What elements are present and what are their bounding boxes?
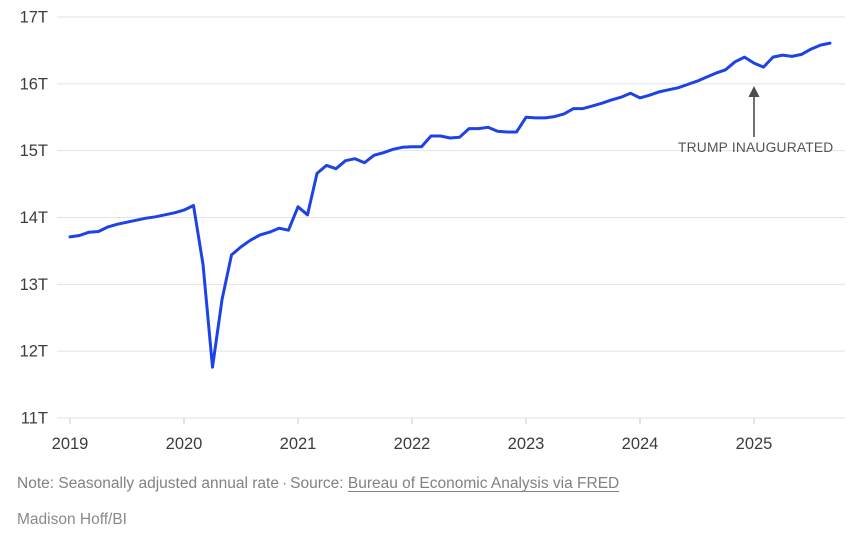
y-axis-label: 15T — [20, 142, 48, 160]
y-axis-label: 17T — [20, 9, 48, 27]
source-label: Source: — [290, 475, 344, 492]
x-axis-label: 2025 — [736, 435, 773, 453]
annotation-arrow-head — [748, 86, 760, 97]
x-axis-label: 2022 — [394, 435, 431, 453]
annotation-trump-inaugurated: TRUMP INAUGURATED — [678, 140, 834, 155]
x-axis-label: 2021 — [280, 435, 317, 453]
note-separator: · — [281, 475, 288, 492]
y-axis-label: 11T — [21, 410, 48, 428]
x-axis-label: 2023 — [508, 435, 545, 453]
x-axis-label: 2024 — [622, 435, 659, 453]
note-text: Note: Seasonally adjusted annual rate — [17, 475, 279, 492]
y-axis-label: 12T — [20, 343, 48, 361]
byline: Madison Hoff/BI — [17, 511, 127, 528]
chart-footnote: Note: Seasonally adjusted annual rate · So… — [17, 475, 619, 493]
y-axis-label: 14T — [20, 209, 48, 227]
y-axis-label: 13T — [20, 276, 48, 294]
y-axis-label: 16T — [20, 75, 48, 93]
source-link[interactable]: Bureau of Economic Analysis via FRED — [347, 475, 620, 492]
line-chart: 11T 12T 13T 14T 15T 16T 17T 2019 2020 2021 2022 202… — [20, 9, 845, 453]
data-series-line — [68, 41, 832, 369]
x-axis-label: 2019 — [52, 435, 89, 453]
x-axis-label: 2020 — [166, 435, 203, 453]
